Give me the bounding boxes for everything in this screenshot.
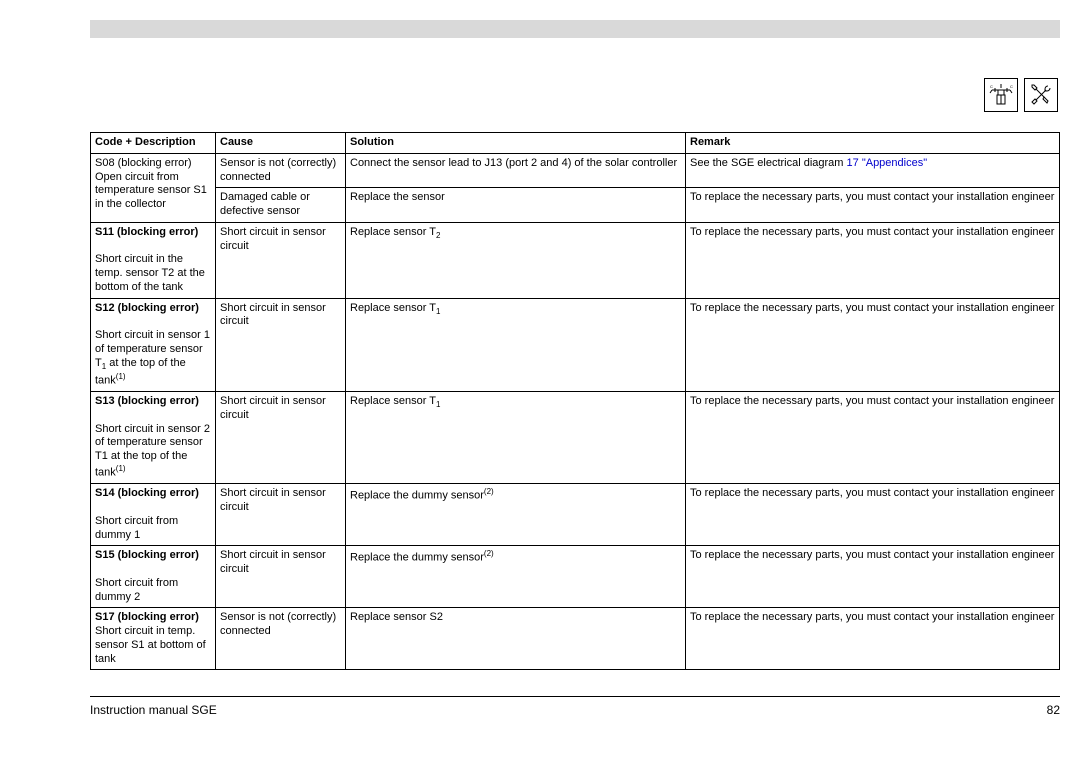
cell-remark: To replace the necessary parts, you must…: [686, 298, 1060, 392]
col-solution: Solution: [346, 133, 686, 154]
cell-code: S11 (blocking error) Short circuit in the…: [91, 222, 216, 298]
sol-sub: 2: [436, 231, 440, 240]
sol-text: Replace sensor T: [350, 395, 436, 407]
cell-solution: Connect the sensor lead to J13 (port 2 a…: [346, 153, 686, 188]
page-icons: C C: [984, 78, 1058, 112]
table-row: S11 (blocking error) Short circuit in the…: [91, 222, 1060, 298]
code-title: S12 (blocking error): [95, 302, 199, 314]
cell-remark: To replace the necessary parts, you must…: [686, 222, 1060, 298]
col-remark: Remark: [686, 133, 1060, 154]
sol-text: Replace sensor T: [350, 302, 436, 314]
svg-text:C: C: [990, 84, 993, 89]
cell-cause: Short circuit in sensor circuit: [216, 546, 346, 608]
sol-sup: (2): [484, 549, 494, 558]
code-desc: Short circuit in sensor 2 of temperature…: [95, 423, 210, 479]
cell-cause: Sensor is not (correctly) connected: [216, 153, 346, 188]
sol-text: Replace sensor T: [350, 226, 436, 238]
cell-remark: To replace the necessary parts, you must…: [686, 392, 1060, 484]
cell-remark: To replace the necessary parts, you must…: [686, 608, 1060, 670]
cell-solution: Replace sensor S2: [346, 608, 686, 670]
code-desc: Short circuit from dummy 1: [95, 515, 178, 541]
sol-sub: 1: [436, 307, 440, 316]
svg-text:C: C: [1010, 84, 1013, 89]
cell-code: S17 (blocking error) Short circuit in tem…: [91, 608, 216, 670]
table-row: Damaged cable or defective sensor Replac…: [91, 188, 1060, 223]
cell-remark: To replace the necessary parts, you must…: [686, 484, 1060, 546]
table-row: S08 (blocking error) Open circuit from t…: [91, 153, 1060, 188]
cell-solution: Replace sensor T1: [346, 392, 686, 484]
header-bar: [90, 20, 1060, 38]
cell-solution: Replace sensor T2: [346, 222, 686, 298]
sol-sub: 1: [436, 400, 440, 409]
table-row: S12 (blocking error) Short circuit in sen…: [91, 298, 1060, 392]
col-code: Code + Description: [91, 133, 216, 154]
cell-code: S14 (blocking error) Short circuit from d…: [91, 484, 216, 546]
appendices-link[interactable]: 17 "Appendices": [847, 157, 928, 169]
code-title: S17 (blocking error): [95, 611, 199, 623]
page: C C Code + Description Cause Solution Re…: [0, 0, 1080, 763]
code-title: S13 (blocking error): [95, 395, 199, 407]
code-title: S11 (blocking error): [95, 226, 198, 238]
footer-title: Instruction manual SGE: [90, 703, 217, 717]
table-header-row: Code + Description Cause Solution Remark: [91, 133, 1060, 154]
table-row: S15 (blocking error) Short circuit from d…: [91, 546, 1060, 608]
sol-text: Replace the dummy sensor: [350, 490, 484, 502]
code-desc: Short circuit in the temp. sensor T2 at …: [95, 253, 205, 293]
error-table: Code + Description Cause Solution Remark…: [90, 132, 1060, 670]
cell-code: S13 (blocking error) Short circuit in sen…: [91, 392, 216, 484]
cell-remark: To replace the necessary parts, you must…: [686, 546, 1060, 608]
col-cause: Cause: [216, 133, 346, 154]
code-text: S08 (blocking error) Open circuit from t…: [95, 157, 207, 210]
cell-remark: See the SGE electrical diagram 17 "Appen…: [686, 153, 1060, 188]
code-sup: (1): [116, 464, 126, 473]
cell-solution: Replace the dummy sensor(2): [346, 484, 686, 546]
cell-cause: Short circuit in sensor circuit: [216, 222, 346, 298]
code-title: S14 (blocking error): [95, 487, 199, 499]
sol-sup: (2): [484, 487, 494, 496]
solar-icon: C C: [984, 78, 1018, 112]
code-desc: Short circuit in temp. sensor S1 at bott…: [95, 625, 206, 665]
cell-cause: Sensor is not (correctly) connected: [216, 608, 346, 670]
table-row: S13 (blocking error) Short circuit in sen…: [91, 392, 1060, 484]
sol-text: Replace the dummy sensor: [350, 552, 484, 564]
cell-cause: Short circuit in sensor circuit: [216, 298, 346, 392]
remark-text: See the SGE electrical diagram: [690, 157, 843, 169]
cell-solution: Replace sensor T1: [346, 298, 686, 392]
cell-solution: Replace the sensor: [346, 188, 686, 223]
tools-icon: [1024, 78, 1058, 112]
table-row: S17 (blocking error) Short circuit in tem…: [91, 608, 1060, 670]
cell-remark: To replace the necessary parts, you must…: [686, 188, 1060, 223]
cell-solution: Replace the dummy sensor(2): [346, 546, 686, 608]
cell-code: S15 (blocking error) Short circuit from d…: [91, 546, 216, 608]
page-footer: Instruction manual SGE 82: [90, 696, 1060, 717]
cell-code: S08 (blocking error) Open circuit from t…: [91, 153, 216, 222]
page-number: 82: [1047, 703, 1060, 717]
code-desc2: at the top of the tank: [95, 357, 186, 387]
cell-code: S12 (blocking error)Short circuit in sen…: [91, 298, 216, 392]
code-desc: Short circuit from dummy 2: [95, 577, 178, 603]
code-title: S15 (blocking error): [95, 549, 199, 561]
code-sup: (1): [116, 372, 126, 381]
cell-cause: Damaged cable or defective sensor: [216, 188, 346, 223]
cell-cause: Short circuit in sensor circuit: [216, 392, 346, 484]
cell-cause: Short circuit in sensor circuit: [216, 484, 346, 546]
table-row: S14 (blocking error) Short circuit from d…: [91, 484, 1060, 546]
